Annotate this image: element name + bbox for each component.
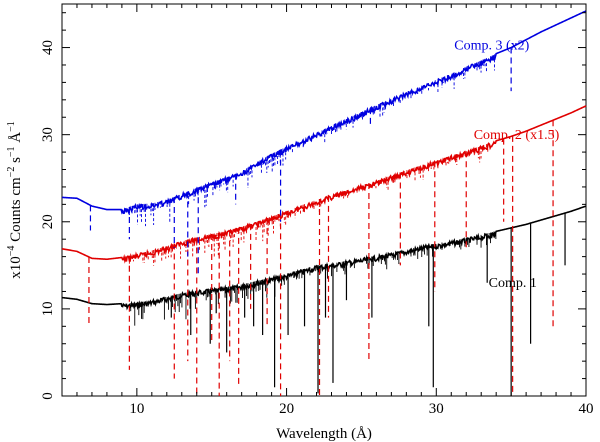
series-label: Comp. 3 (x2): [454, 38, 529, 53]
series-line: [61, 105, 587, 264]
plot-frame: [61, 3, 587, 397]
series-layer: Comp. 1 Comp. 2 (x1.5) Comp. 3 (x2): [61, 10, 587, 396]
y-tick-label: 20: [40, 214, 56, 229]
y-axis-title: x10−4 Counts cm−2 s−1 Å−1: [6, 121, 24, 279]
series-line: [61, 205, 587, 311]
y-tick-label: 10: [40, 301, 56, 316]
x-tick-label: 10: [129, 401, 144, 417]
x-axis-title: Wavelength (Å): [276, 426, 372, 442]
y-tick-label: 30: [40, 127, 56, 142]
x-tick-label: 30: [429, 401, 444, 417]
series-label: Comp. 2 (x1.5): [474, 128, 560, 143]
series-line: [61, 10, 587, 215]
y-tick-label: 0: [40, 392, 56, 400]
x-tick-label: 20: [279, 401, 294, 417]
series-1: Comp. 1: [61, 205, 587, 396]
series-label: Comp. 1: [489, 276, 537, 291]
series-2: Comp. 2 (x1.5): [61, 105, 587, 396]
x-tick-label: 40: [579, 401, 594, 417]
series-3: Comp. 3 (x2): [61, 10, 587, 275]
ticks-layer: 10 20 30 40 0 10 20 30 40: [40, 4, 594, 417]
y-tick-label: 40: [40, 40, 56, 55]
